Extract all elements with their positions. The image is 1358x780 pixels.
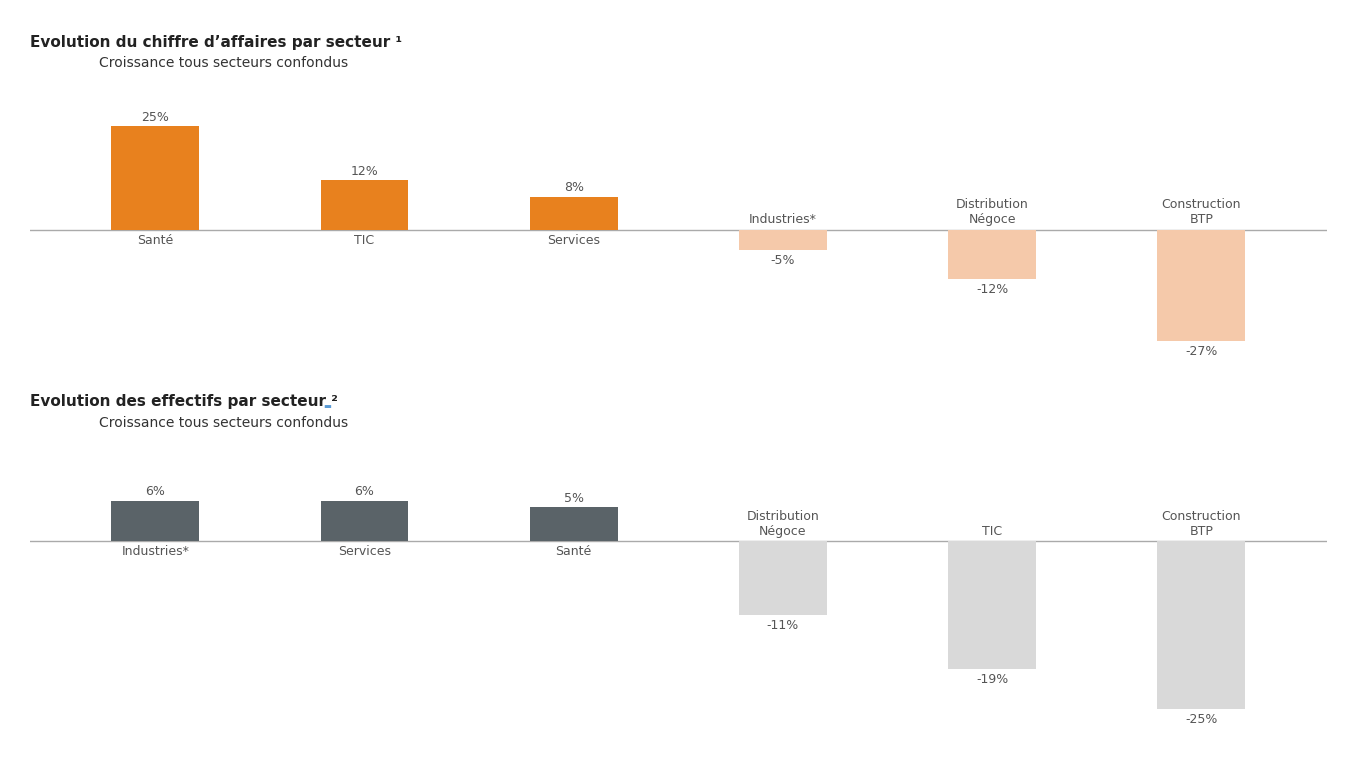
Text: 1,0 %: 1,0 % — [451, 416, 498, 431]
Text: Services: Services — [338, 545, 391, 558]
Text: -5%: -5% — [770, 254, 796, 267]
Text: Construction
BTP: Construction BTP — [1161, 509, 1241, 537]
Text: Croissance tous secteurs confondus: Croissance tous secteurs confondus — [99, 417, 348, 430]
Bar — [530, 197, 618, 230]
Text: 25%: 25% — [141, 111, 170, 124]
Text: Construction
BTP: Construction BTP — [1161, 198, 1241, 226]
Bar — [1157, 230, 1245, 342]
Bar — [739, 541, 827, 615]
Text: Industries*: Industries* — [750, 214, 818, 226]
Text: 12%: 12% — [350, 165, 379, 178]
Text: Distribution
Négoce: Distribution Négoce — [956, 198, 1028, 226]
Bar — [948, 541, 1036, 669]
Bar — [320, 180, 409, 230]
Text: Santé: Santé — [137, 234, 174, 247]
Text: -27%: -27% — [1186, 345, 1218, 358]
Bar — [948, 230, 1036, 279]
Bar — [111, 126, 200, 230]
Text: 5%: 5% — [564, 491, 584, 505]
Text: ▬: ▬ — [323, 402, 331, 412]
Bar — [1157, 541, 1245, 710]
Text: -19%: -19% — [976, 673, 1008, 686]
Text: -11%: -11% — [767, 619, 799, 632]
Text: TIC: TIC — [354, 234, 375, 247]
Bar — [530, 507, 618, 541]
Text: Industries*: Industries* — [121, 545, 189, 558]
Text: Evolution des effectifs par secteur ²: Evolution des effectifs par secteur ² — [30, 394, 338, 409]
Text: 8%: 8% — [564, 181, 584, 194]
Text: Distribution
Négoce: Distribution Négoce — [747, 509, 819, 537]
Text: -25%: -25% — [1186, 714, 1218, 726]
Text: Services: Services — [547, 234, 600, 247]
Text: Croissance tous secteurs confondus: Croissance tous secteurs confondus — [99, 56, 348, 70]
Bar — [320, 501, 409, 541]
Bar — [739, 230, 827, 250]
Text: 6%: 6% — [145, 485, 166, 498]
Text: -12%: -12% — [976, 282, 1008, 296]
Text: Santé: Santé — [555, 545, 592, 558]
Bar — [111, 501, 200, 541]
Text: 6%: 6% — [354, 485, 375, 498]
Text: 0,8 %: 0,8 % — [451, 55, 498, 71]
Text: TIC: TIC — [982, 525, 1002, 537]
Text: Evolution du chiffre d’affaires par secteur ¹: Evolution du chiffre d’affaires par sect… — [30, 35, 402, 50]
